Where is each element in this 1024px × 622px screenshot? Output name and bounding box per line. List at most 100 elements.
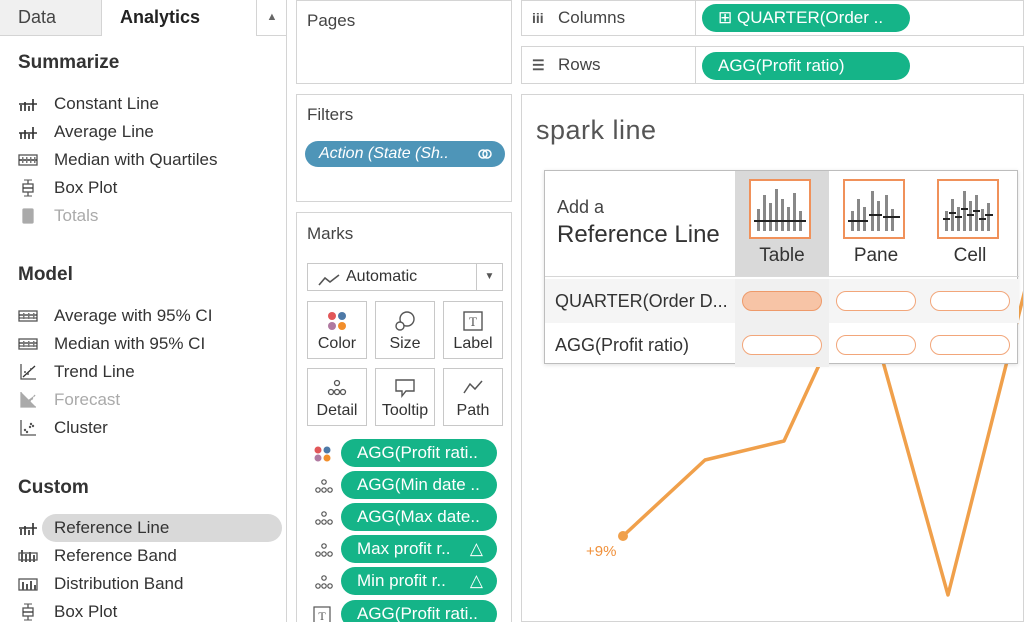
path-icon	[444, 377, 502, 399]
columns-label: Columns	[558, 8, 626, 27]
pill-label: Min profit r..	[357, 571, 446, 590]
scope-table[interactable]: Table	[735, 171, 829, 277]
mark-type-dropdown[interactable]: Automatic ▼	[307, 263, 503, 291]
marks-button-label: Path	[456, 402, 490, 419]
rows-pill-profit-ratio[interactable]: AGG(Profit ratio)	[702, 52, 910, 80]
columns-shelf[interactable]: iii Columns ⊞ QUARTER(Order ..	[521, 0, 1024, 36]
detail-icon	[313, 509, 335, 527]
analytics-item-forecast: Forecast	[16, 386, 282, 414]
item-label: Trend Line	[54, 362, 135, 381]
item-label: Median with Quartiles	[54, 150, 218, 169]
section-title-custom: Custom	[18, 477, 89, 498]
scope-label: Cell	[953, 245, 987, 266]
forecast-icon	[16, 391, 40, 409]
average-line-icon	[16, 123, 40, 141]
marks-label-button[interactable]: T Label	[443, 301, 503, 359]
marks-field-row: AGG(Profit rati..	[307, 439, 503, 467]
marks-card: Marks Automatic ▼ Color Size T Label Det…	[296, 212, 512, 622]
analytics-item-average-ci[interactable]: Average with 95% CI	[16, 302, 282, 330]
drop-slot-cell[interactable]	[930, 335, 1010, 355]
median-quartiles-icon	[16, 151, 40, 169]
ref-row-label: QUARTER(Order D...	[555, 291, 728, 311]
scope-cell[interactable]: Cell	[923, 171, 1017, 277]
item-label: Average Line	[54, 122, 154, 141]
marks-field-pill[interactable]: AGG(Min date ..	[341, 471, 497, 499]
reference-band-icon	[16, 547, 40, 565]
analytics-item-box-plot[interactable]: Box Plot	[16, 174, 282, 202]
marks-field-pill[interactable]: AGG(Profit rati..	[341, 439, 497, 467]
marks-field-row: Min profit r.. △	[307, 567, 503, 595]
chevron-down-icon[interactable]: ▼	[476, 264, 502, 290]
line-mark-icon	[318, 270, 340, 296]
svg-text:T: T	[469, 314, 477, 329]
drop-slot-table[interactable]	[742, 291, 822, 311]
marks-field-pill[interactable]: AGG(Profit rati..	[341, 600, 497, 622]
tab-analytics[interactable]: Analytics	[102, 0, 256, 36]
pill-label: Max profit r..	[357, 539, 451, 558]
ref-row-label: AGG(Profit ratio)	[555, 335, 690, 355]
marks-field-pill[interactable]: Max profit r.. △	[341, 535, 497, 563]
analytics-item-median-quartiles[interactable]: Median with Quartiles	[16, 146, 282, 174]
link-icon	[477, 141, 493, 171]
delta-icon: △	[469, 571, 483, 590]
analytics-item-cluster[interactable]: Cluster	[16, 414, 282, 442]
marks-detail-button[interactable]: Detail	[307, 368, 367, 426]
columns-shelf-label: iii Columns	[522, 1, 696, 35]
filters-title: Filters	[307, 105, 354, 124]
marks-field-row: AGG(Max date..	[307, 503, 503, 531]
columns-pill-quarter[interactable]: ⊞ QUARTER(Order ..	[702, 4, 910, 32]
cluster-icon	[16, 419, 40, 437]
marks-color-button[interactable]: Color	[307, 301, 367, 359]
analytics-pane: Data Analytics ▲ Summarize Constant Line…	[0, 0, 287, 622]
ref-target-row-quarter: QUARTER(Order D...	[545, 279, 1019, 323]
marks-field-row: AGG(Min date ..	[307, 471, 503, 499]
drop-slot-cell[interactable]	[930, 291, 1010, 311]
analytics-item-average-line[interactable]: Average Line	[16, 118, 282, 146]
pill-label: AGG(Min date ..	[357, 475, 480, 494]
item-label: Distribution Band	[54, 574, 184, 593]
item-label: Box Plot	[54, 602, 118, 621]
analytics-item-distribution-band[interactable]: Distribution Band	[16, 570, 282, 598]
item-label: Box Plot	[54, 178, 118, 197]
analytics-item-reference-band[interactable]: Reference Band	[16, 542, 282, 570]
drop-slot-table[interactable]	[742, 335, 822, 355]
pill-label: AGG(Profit rati..	[357, 604, 478, 622]
filter-pill-action-state[interactable]: Action (State (Sh..	[305, 141, 505, 167]
spark-start-point	[618, 531, 628, 541]
analytics-item-constant-line[interactable]: Constant Line	[16, 90, 282, 118]
size-icon	[376, 310, 434, 332]
section-title-summarize: Summarize	[18, 52, 120, 73]
analytics-item-trend-line[interactable]: Trend Line	[16, 358, 282, 386]
pane-scroll-toggle-icon[interactable]: ▲	[256, 0, 287, 36]
marks-button-label: Label	[453, 335, 493, 352]
marks-size-button[interactable]: Size	[375, 301, 435, 359]
analytics-item-totals: Totals	[16, 202, 282, 230]
marks-field-pill[interactable]: Min profit r.. △	[341, 567, 497, 595]
item-label: Totals	[54, 206, 99, 225]
analytics-item-box-plot-custom[interactable]: Box Plot	[16, 598, 282, 622]
svg-text:T: T	[318, 609, 326, 622]
view-canvas[interactable]: spark line +9% Add a Reference Line Tabl…	[521, 94, 1024, 622]
detail-icon	[313, 477, 335, 495]
marks-tooltip-button[interactable]: Tooltip	[375, 368, 435, 426]
analytics-item-median-ci[interactable]: Median with 95% CI	[16, 330, 282, 358]
filters-card[interactable]: Filters Action (State (Sh..	[296, 94, 512, 202]
marks-field-pill[interactable]: AGG(Max date..	[341, 503, 497, 531]
constant-line-icon	[16, 95, 40, 113]
pages-card[interactable]: Pages	[296, 0, 512, 84]
rows-label: Rows	[558, 55, 601, 74]
drop-slot-pane[interactable]	[836, 291, 916, 311]
scope-cell-icon	[937, 179, 999, 239]
marks-button-label: Detail	[316, 402, 358, 419]
marks-path-button[interactable]: Path	[443, 368, 503, 426]
rows-shelf[interactable]: ☰ Rows AGG(Profit ratio)	[521, 46, 1024, 84]
tab-data[interactable]: Data	[0, 0, 102, 36]
totals-icon	[16, 207, 40, 225]
marks-button-label: Color	[317, 335, 357, 352]
spark-point-label: +9%	[586, 543, 617, 560]
scope-pane[interactable]: Pane	[829, 171, 923, 277]
drop-slot-pane[interactable]	[836, 335, 916, 355]
analytics-item-reference-line[interactable]: Reference Line	[16, 514, 282, 542]
add-reference-line-panel: Add a Reference Line Table Pane Cell	[544, 170, 1019, 367]
pill-label: AGG(Max date..	[357, 507, 480, 526]
